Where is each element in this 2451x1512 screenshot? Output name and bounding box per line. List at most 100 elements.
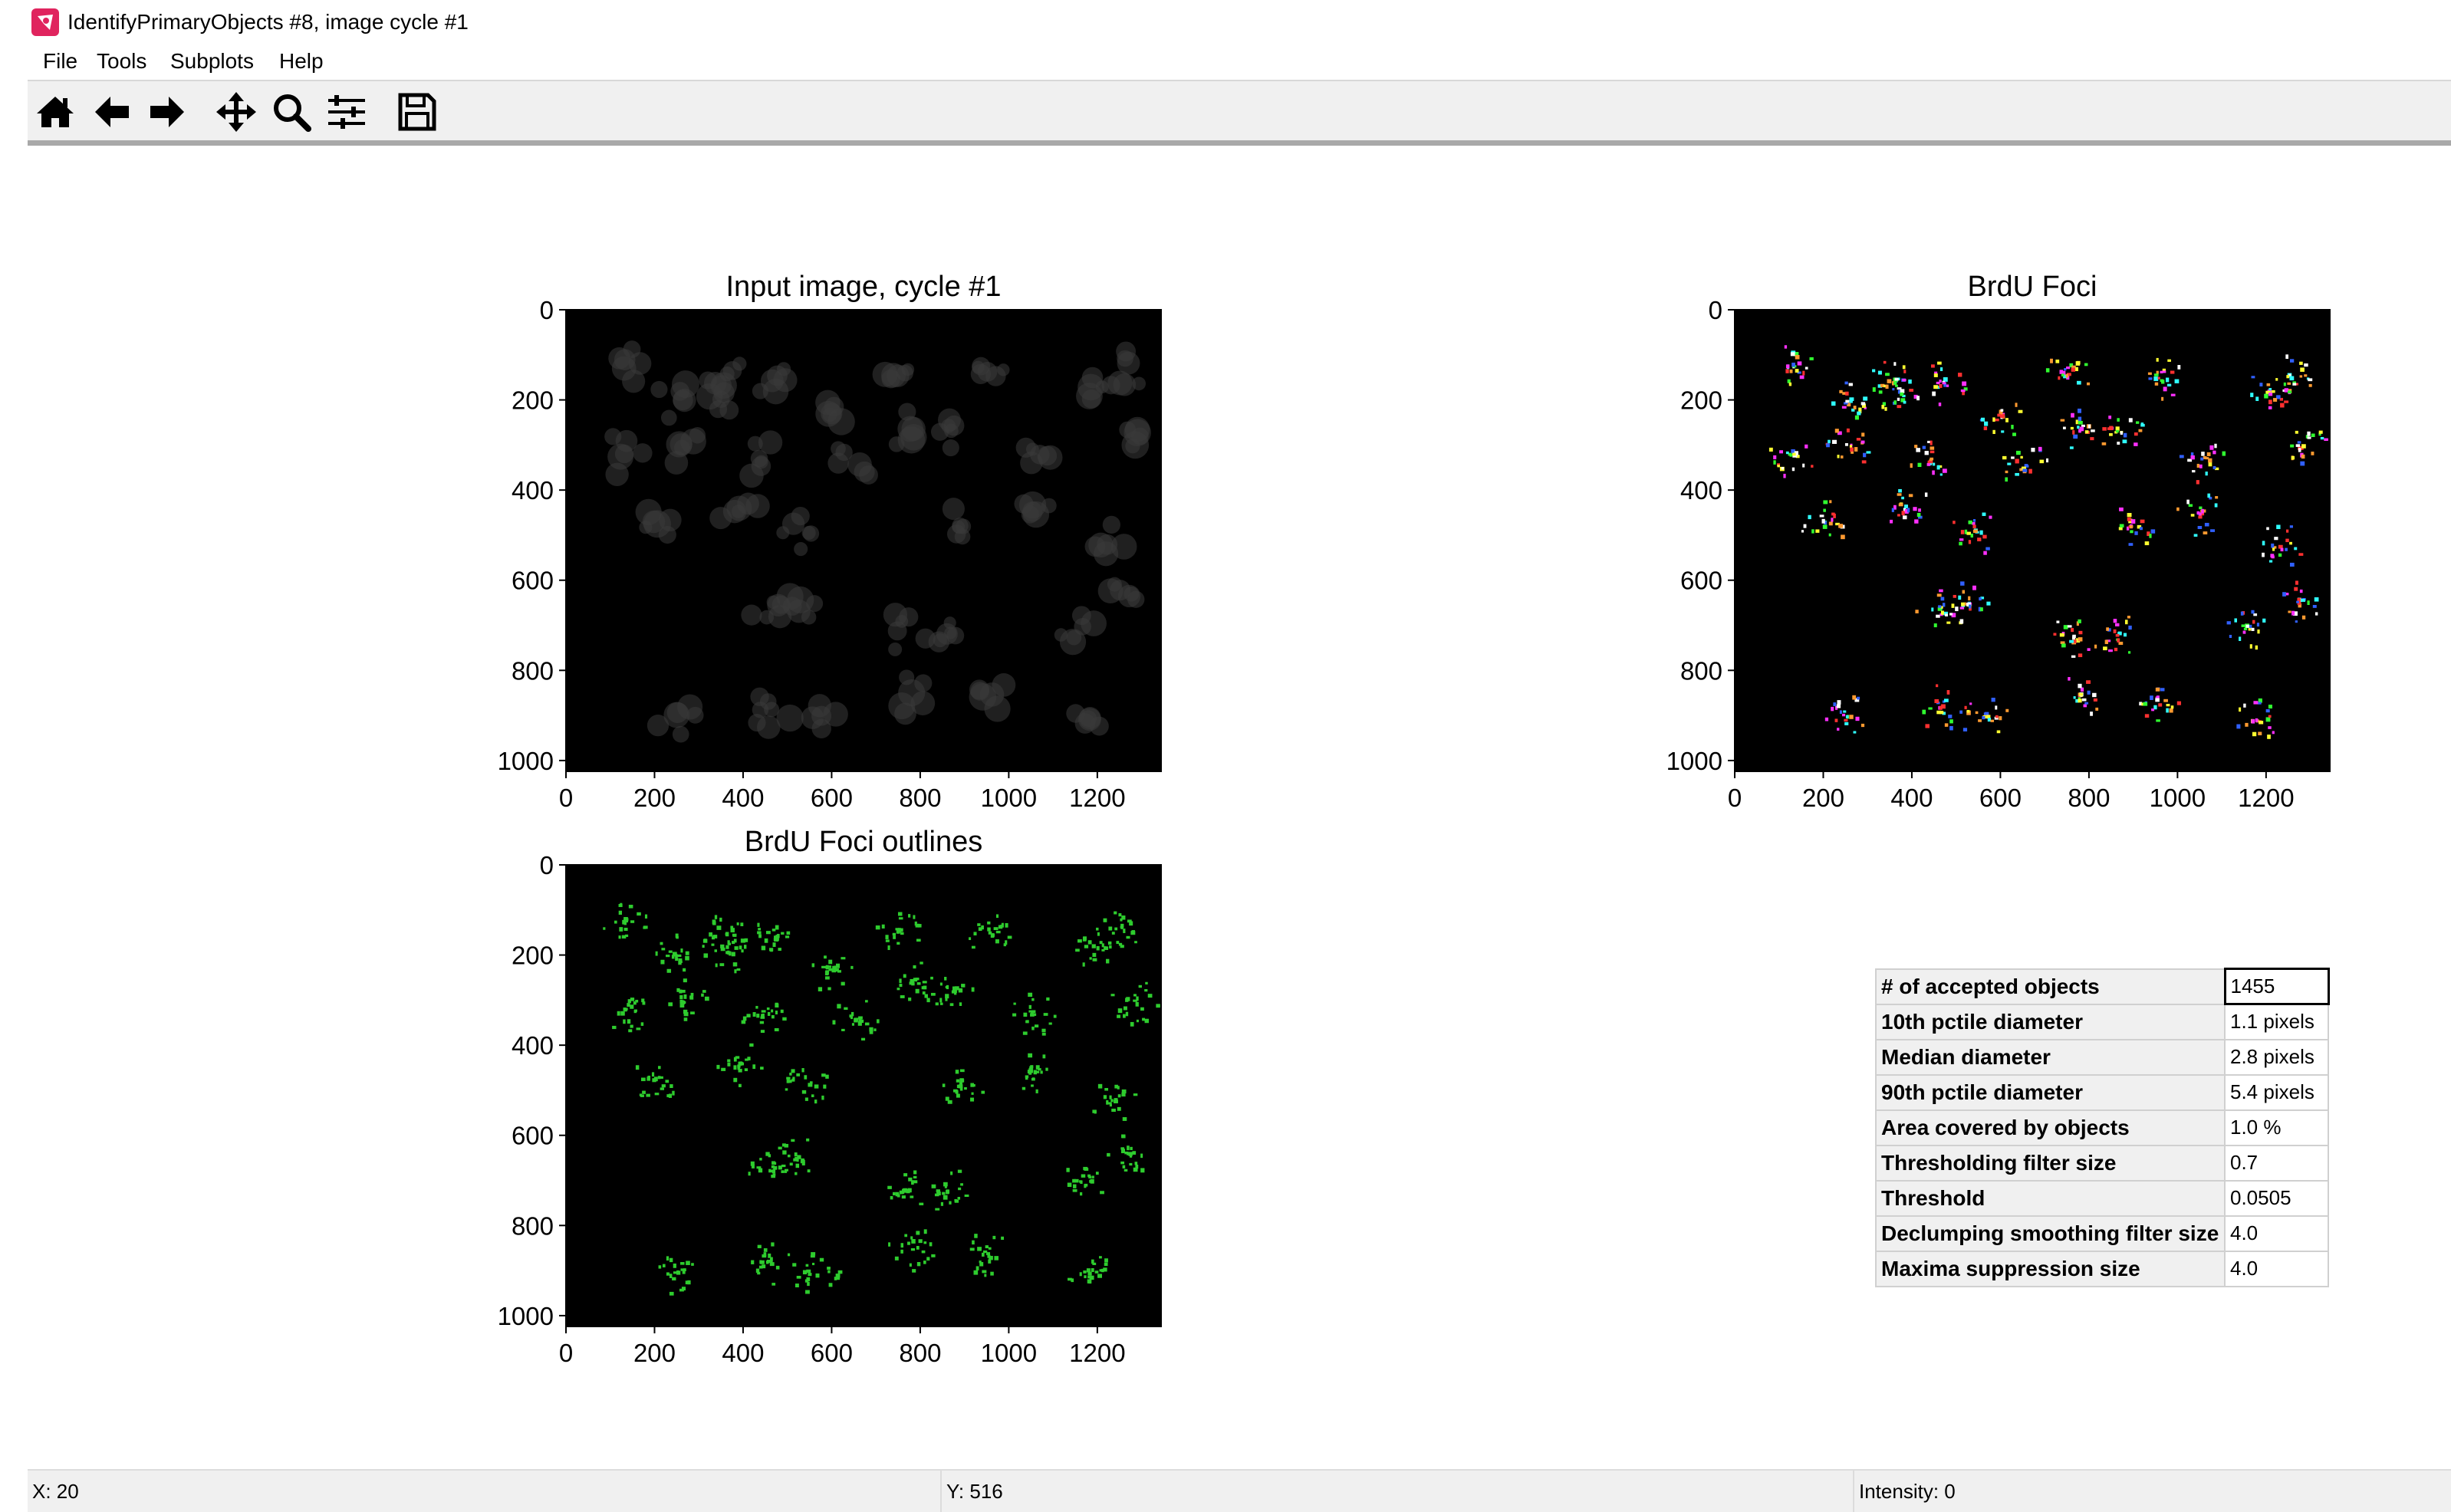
focus-outline: [897, 942, 900, 945]
figure-canvas[interactable]: Input image, cycle #1 0 200 400 600 800 1000 12…: [28, 146, 2451, 1468]
focus-outline: [1075, 948, 1080, 952]
focus-outline: [977, 923, 981, 926]
measurement-value[interactable]: 0.0505: [2224, 1179, 2329, 1217]
focus-label: [1878, 390, 1883, 394]
image-panel[interactable]: [1735, 310, 2330, 771]
focus-outline: [685, 955, 689, 961]
focus-label: [2297, 441, 2301, 444]
menu-help[interactable]: Help: [279, 49, 324, 73]
focus-label: [1789, 453, 1792, 457]
focus-label: [2028, 468, 2032, 474]
cell-blob: [942, 498, 965, 521]
focus-label: [2071, 628, 2074, 633]
focus-label: [2289, 541, 2292, 545]
cell-blob: [673, 390, 693, 411]
focus-label: [1831, 401, 1836, 406]
focus-label: [1838, 524, 1844, 528]
focus-label: [1781, 467, 1785, 470]
measurement-value[interactable]: 1455: [2223, 968, 2330, 1005]
measurement-value[interactable]: 4.0: [2224, 1250, 2329, 1287]
focus-label: [1844, 721, 1849, 725]
focus-outline: [988, 1247, 992, 1250]
focus-label: [1904, 509, 1909, 514]
menu-tools[interactable]: Tools: [97, 49, 147, 73]
focus-label: [2255, 645, 2259, 650]
image-panel[interactable]: [566, 310, 1161, 771]
focus-label: [1943, 611, 1949, 616]
pan-button[interactable]: [213, 89, 259, 135]
focus-outline: [979, 1261, 982, 1264]
measurement-value[interactable]: 0.7: [2224, 1144, 2329, 1182]
focus-outline: [920, 961, 923, 965]
focus-outline: [940, 1201, 944, 1206]
subplot-grayscale[interactable]: Input image, cycle #10 200 400 600 800 1000 12…: [498, 271, 1162, 812]
focus-label: [1857, 696, 1860, 700]
focus-outline: [787, 1253, 791, 1257]
back-button[interactable]: [89, 89, 135, 135]
focus-outline: [741, 949, 744, 953]
focus-outline: [916, 938, 921, 942]
image-panel[interactable]: [566, 865, 1161, 1326]
measurement-value[interactable]: 1.1 pixels: [2224, 1003, 2329, 1040]
focus-outline: [988, 931, 992, 935]
focus-label: [1918, 508, 1921, 512]
menu-subplots[interactable]: Subplots: [170, 49, 254, 73]
measurement-value[interactable]: 2.8 pixels: [2224, 1038, 2329, 1076]
focus-outline: [953, 987, 958, 990]
focus-label: [1846, 428, 1850, 432]
focus-outline: [1100, 1268, 1104, 1273]
forward-button[interactable]: [144, 89, 190, 135]
configure-subplots-icon: [328, 95, 365, 129]
focus-label: [2072, 430, 2075, 435]
cell-blob: [757, 715, 781, 739]
focus-outline: [969, 1247, 975, 1251]
save-button[interactable]: [394, 89, 440, 135]
focus-label: [1779, 450, 1784, 454]
focus-label: [2140, 519, 2145, 524]
focus-outline: [1114, 1084, 1118, 1089]
focus-outline: [785, 935, 790, 938]
focus-label: [1927, 440, 1932, 443]
focus-label: [2214, 467, 2219, 471]
focus-outline: [1126, 997, 1130, 1001]
focus-outline: [778, 948, 781, 952]
focus-outline: [612, 1025, 617, 1030]
focus-label: [2284, 400, 2289, 403]
focus-label: [1790, 352, 1795, 357]
focus-outline: [743, 945, 747, 949]
focus-outline: [1025, 1075, 1029, 1078]
measurement-value[interactable]: 4.0: [2224, 1215, 2329, 1252]
focus-outline: [760, 1016, 765, 1019]
x-tick-label: 1000: [981, 1339, 1037, 1367]
focus-outline: [714, 949, 717, 952]
home-button[interactable]: [32, 89, 78, 135]
measurement-value[interactable]: 1.0 %: [2224, 1109, 2329, 1146]
focus-outline: [751, 1260, 755, 1264]
focus-outline: [850, 965, 854, 969]
focus-outline: [971, 987, 975, 992]
focus-label: [1946, 621, 1951, 624]
focus-label: [1929, 459, 1933, 462]
x-tick-label: 1200: [1069, 784, 1125, 812]
zoom-button[interactable]: [268, 89, 314, 135]
measurement-label: Median diameter: [1875, 1038, 2226, 1076]
focus-label: [2106, 639, 2111, 643]
focus-label: [1834, 429, 1839, 433]
menu-file[interactable]: File: [43, 49, 78, 73]
focus-label: [1831, 512, 1835, 516]
focus-label: [2058, 376, 2061, 380]
focus-outline: [744, 1068, 748, 1072]
focus-label: [2071, 367, 2075, 372]
focus-outline: [653, 1076, 658, 1082]
focus-outline: [950, 1171, 953, 1175]
focus-outline: [760, 1067, 764, 1070]
focus-label: [2294, 587, 2298, 591]
figure-plots: Input image, cycle #10 200 400 600 800 1000 12…: [498, 271, 2331, 1367]
focus-outline: [787, 1154, 791, 1158]
measurement-value[interactable]: 5.4 pixels: [2224, 1073, 2329, 1111]
focus-label: [1969, 604, 1972, 609]
focus-label: [1882, 402, 1887, 406]
configure-subplots-button[interactable]: [324, 89, 370, 135]
